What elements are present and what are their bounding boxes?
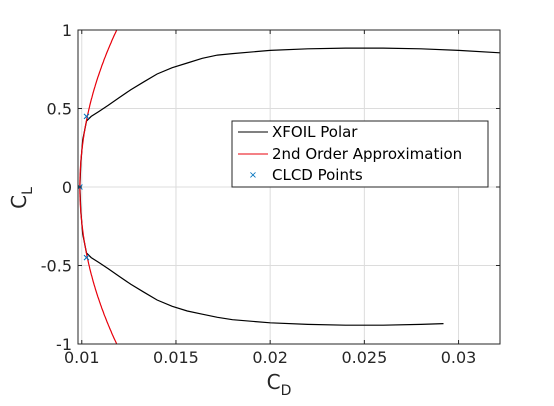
legend-swatch-points: ×: [249, 170, 257, 181]
clcd-point-marker: [83, 113, 90, 120]
y-tick-label: -1: [56, 335, 72, 354]
y-tick-label: 0: [62, 178, 72, 197]
y-axis-label-subscript: L: [20, 187, 36, 195]
legend-label-approx: 2nd Order Approximation: [272, 145, 462, 163]
x-tick-label: 0.02: [252, 348, 288, 367]
legend-box: [231, 120, 489, 188]
x-axis-label-main: C: [267, 370, 281, 394]
axis-ticks: 0.01 0.015 0.02 0.025 0.03 -1 -0.5 0 0.5 1: [41, 21, 500, 367]
x-axis-label-subscript: D: [281, 383, 292, 399]
x-tick-label: 0.025: [341, 348, 387, 367]
legend-label-points: CLCD Points: [272, 166, 363, 184]
legend-label-xfoil: XFOIL Polar: [272, 123, 358, 141]
legend: XFOIL Polar 2nd Order Approximation × CL…: [231, 120, 489, 188]
y-axis-label: CL: [7, 187, 36, 209]
clcd-point-marker: [83, 254, 90, 261]
x-axis-label: CD: [267, 370, 292, 399]
axis-labels: CD CL: [7, 187, 291, 399]
y-axis-label-main: C: [7, 195, 31, 209]
y-tick-label: 0.5: [47, 100, 72, 119]
y-tick-label: -0.5: [41, 257, 72, 276]
x-tick-label: 0.01: [64, 348, 100, 367]
x-tick-label: 0.03: [441, 348, 477, 367]
y-tick-label: 1: [62, 21, 72, 40]
x-tick-label: 0.015: [153, 348, 199, 367]
